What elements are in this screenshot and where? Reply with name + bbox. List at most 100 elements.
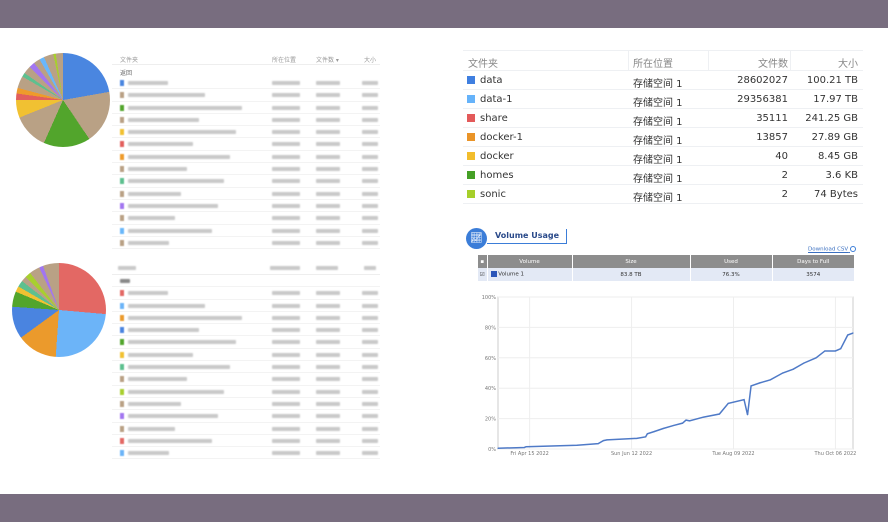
data-point bbox=[645, 436, 647, 438]
col-files[interactable]: 文件数 ▾ bbox=[316, 57, 339, 64]
table-row[interactable] bbox=[112, 349, 380, 362]
table-row[interactable] bbox=[112, 435, 380, 448]
folder-color-swatch bbox=[467, 190, 475, 198]
table-row[interactable] bbox=[112, 77, 380, 90]
table-row[interactable] bbox=[112, 151, 380, 164]
table-header: 文件夹 所在位置 文件数 ▾ 大小 bbox=[112, 52, 380, 65]
volume-used: 76.3% bbox=[690, 268, 773, 281]
table-row[interactable] bbox=[112, 175, 380, 188]
col-location[interactable]: 所在位置 bbox=[633, 59, 673, 70]
folder-color-swatch bbox=[120, 339, 124, 346]
table-row[interactable]: ☑ Volume 1 83.8 TB 76.3% 3574 bbox=[478, 268, 855, 281]
folder-color-swatch bbox=[120, 327, 124, 334]
folder-color-swatch bbox=[120, 437, 124, 444]
folder-color-swatch bbox=[120, 116, 124, 123]
folder-table: 文件夹 所在位置 文件数 大小 data 存储空间 1 28602027 100.21… bbox=[463, 50, 863, 204]
table-row[interactable] bbox=[112, 300, 380, 312]
table-row[interactable] bbox=[112, 212, 380, 225]
table-row[interactable] bbox=[112, 89, 380, 102]
folder-file-count: 2 bbox=[781, 170, 788, 181]
folder-row[interactable]: docker 存储空间 1 40 8.45 GB bbox=[463, 147, 863, 166]
y-tick-label: 100% bbox=[482, 295, 497, 301]
folder-color-swatch bbox=[120, 178, 124, 185]
table-row[interactable] bbox=[112, 163, 380, 176]
table-row[interactable] bbox=[112, 386, 380, 398]
x-tick-label: Fri Apr 15 2022 bbox=[510, 451, 548, 457]
col-location[interactable]: 所在位置 bbox=[272, 57, 297, 64]
data-point bbox=[597, 443, 599, 445]
volume-name: Volume 1 bbox=[498, 271, 524, 278]
bottom-band bbox=[0, 494, 888, 522]
col-folder[interactable]: 文件夹 bbox=[120, 57, 139, 64]
folder-size: 17.97 TB bbox=[813, 94, 858, 105]
select-all-checkbox[interactable]: ▪ bbox=[478, 255, 488, 268]
download-icon bbox=[849, 246, 856, 252]
table-row[interactable] bbox=[112, 287, 380, 300]
data-point bbox=[681, 422, 684, 424]
folder-row[interactable]: sonic 存储空间 1 2 74 Bytes bbox=[463, 185, 863, 204]
folder-color-swatch bbox=[120, 80, 124, 86]
folder-name: docker-1 bbox=[480, 132, 523, 143]
table-row[interactable] bbox=[112, 225, 380, 237]
col-files[interactable]: 文件数 bbox=[758, 59, 788, 70]
folder-location: 存储空间 1 bbox=[633, 193, 683, 204]
back-link[interactable] bbox=[112, 275, 380, 288]
folder-name: share bbox=[480, 113, 508, 124]
table-row[interactable] bbox=[112, 114, 380, 127]
folder-color-swatch bbox=[467, 171, 475, 179]
table-row[interactable] bbox=[112, 312, 380, 325]
table-row[interactable] bbox=[112, 102, 380, 114]
table-row[interactable] bbox=[112, 237, 380, 250]
folder-file-count: 29356381 bbox=[737, 94, 788, 105]
table-header: 文件夹 所在位置 文件数 大小 bbox=[463, 51, 863, 71]
table-row[interactable] bbox=[112, 423, 380, 435]
folder-color-swatch bbox=[120, 153, 124, 160]
back-link[interactable]: 返回 bbox=[120, 70, 133, 77]
table-row[interactable] bbox=[112, 324, 380, 337]
table-row[interactable] bbox=[112, 336, 380, 349]
folder-table-bottom bbox=[112, 262, 380, 460]
table-row[interactable] bbox=[112, 200, 380, 213]
download-csv-link[interactable]: Download CSV bbox=[808, 246, 856, 253]
volume-size: 83.8 TB bbox=[572, 268, 691, 281]
folder-size: 100.21 TB bbox=[806, 75, 858, 86]
folder-color-swatch bbox=[120, 215, 124, 222]
col-used: Used bbox=[690, 255, 773, 268]
table-row[interactable] bbox=[112, 373, 380, 386]
folder-color-swatch bbox=[120, 290, 124, 297]
y-tick-label: 80% bbox=[485, 325, 496, 331]
folder-row[interactable]: data-1 存储空间 1 29356381 17.97 TB bbox=[463, 90, 863, 109]
folder-row[interactable]: share 存储空间 1 35111 241.25 GB bbox=[463, 109, 863, 128]
table-row[interactable] bbox=[112, 138, 380, 151]
data-point bbox=[653, 430, 656, 433]
data-point bbox=[636, 437, 638, 439]
folder-name: homes bbox=[480, 170, 514, 181]
folder-file-count: 28602027 bbox=[737, 75, 788, 86]
table-row[interactable] bbox=[112, 447, 380, 460]
folder-row[interactable]: docker-1 存储空间 1 13857 27.89 GB bbox=[463, 128, 863, 147]
col-folder[interactable]: 文件夹 bbox=[468, 59, 498, 70]
folder-table-top: 文件夹 所在位置 文件数 ▾ 大小 返回 bbox=[112, 52, 380, 250]
top-band bbox=[0, 0, 888, 28]
folder-color-swatch bbox=[120, 450, 124, 457]
folder-color-swatch bbox=[120, 227, 124, 234]
y-tick-label: 20% bbox=[485, 417, 496, 423]
table-row[interactable] bbox=[112, 410, 380, 423]
table-row[interactable] bbox=[112, 398, 380, 411]
col-size[interactable]: 大小 bbox=[838, 59, 858, 70]
table-row[interactable] bbox=[112, 188, 380, 200]
folder-color-swatch bbox=[467, 76, 475, 84]
col-size[interactable]: 大小 bbox=[364, 57, 377, 64]
table-row[interactable] bbox=[112, 361, 380, 374]
table-row[interactable] bbox=[112, 126, 380, 139]
folder-color-swatch bbox=[120, 314, 124, 321]
x-tick-label: Thu Oct 06 2022 bbox=[813, 451, 856, 457]
data-point bbox=[815, 357, 817, 359]
folder-color-swatch bbox=[120, 351, 124, 358]
row-checkbox[interactable]: ☑ bbox=[478, 268, 488, 281]
folder-location: 存储空间 1 bbox=[633, 174, 683, 185]
folder-row[interactable]: data 存储空间 1 28602027 100.21 TB bbox=[463, 71, 863, 90]
folder-file-count: 40 bbox=[775, 151, 788, 162]
col-days-to-full: Days to Full bbox=[772, 255, 855, 268]
folder-row[interactable]: homes 存储空间 1 2 3.6 KB bbox=[463, 166, 863, 185]
